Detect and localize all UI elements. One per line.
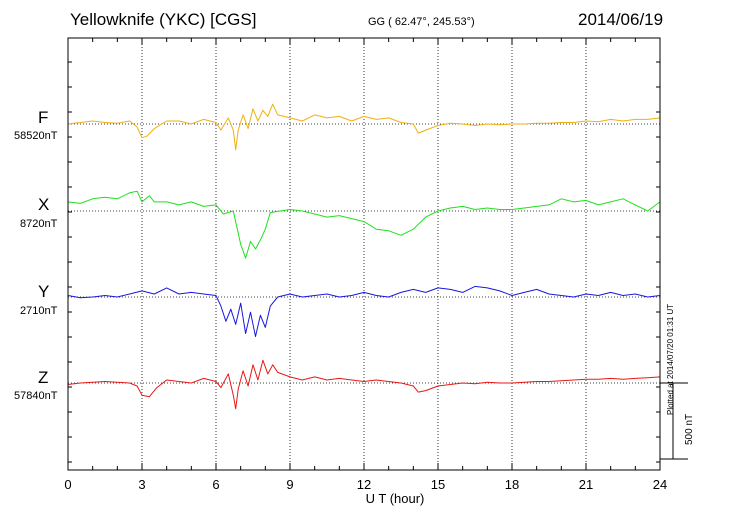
series-line-y bbox=[67, 285, 661, 337]
series-line-x bbox=[67, 190, 661, 259]
series-line-f bbox=[67, 103, 661, 151]
plotted-timestamp: Plotted at 2014/07/20 01:31 UT bbox=[666, 303, 675, 415]
series-label-f: F bbox=[38, 108, 49, 127]
baseline-label-z: 57840nT bbox=[14, 390, 58, 402]
x-tick-label: 3 bbox=[138, 477, 145, 492]
x-tick-label: 24 bbox=[653, 477, 667, 492]
series-label-z: Z bbox=[38, 368, 49, 387]
x-tick-label: 15 bbox=[431, 477, 445, 492]
geo-coordinates: GG ( 62.47°, 245.53°) bbox=[368, 16, 475, 28]
x-axis-label: U T (hour) bbox=[365, 491, 425, 506]
series-label-x: X bbox=[38, 195, 50, 214]
x-tick-label: 18 bbox=[505, 477, 519, 492]
baseline-label-f: 58520nT bbox=[14, 130, 58, 142]
grid-lines bbox=[68, 38, 660, 470]
x-tick-label: 0 bbox=[64, 477, 71, 492]
x-tick-label: 6 bbox=[212, 477, 219, 492]
scale-bar-label: 500 nT bbox=[684, 413, 695, 445]
plot-frame bbox=[67, 37, 661, 471]
series-lines bbox=[67, 103, 661, 410]
x-tick-label: 21 bbox=[579, 477, 593, 492]
series-line-z bbox=[67, 359, 661, 410]
axis-ticks bbox=[67, 38, 661, 470]
scale-bar bbox=[660, 382, 688, 460]
x-tick-label: 12 bbox=[357, 477, 371, 492]
plot-date: 2014/06/19 bbox=[578, 10, 664, 29]
baseline-label-y: 2710nT bbox=[20, 305, 58, 317]
series-label-y: Y bbox=[38, 282, 50, 301]
baseline-label-x: 8720nT bbox=[20, 218, 58, 230]
station-title: Yellowknife (YKC) [CGS] bbox=[70, 10, 257, 29]
x-tick-labels: 0 3 6 9 12 15 18 21 24 bbox=[64, 477, 667, 492]
x-tick-label: 9 bbox=[286, 477, 293, 492]
